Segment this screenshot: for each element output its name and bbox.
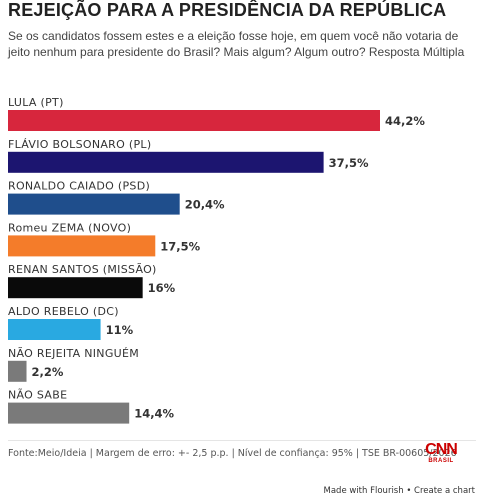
logo-main-text: CNN: [425, 441, 458, 458]
bar[interactable]: [8, 193, 180, 215]
footer-source: Fonte:Meio/Ideia | Margem de erro: +- 2,…: [8, 448, 457, 459]
chart-subtitle: Se os candidatos fossem estes e a eleiçã…: [8, 29, 465, 59]
value-label: 11%: [106, 323, 134, 337]
category-label: NÃO SABE: [8, 389, 67, 402]
value-label: 37,5%: [329, 156, 369, 170]
value-label: 2,2%: [32, 365, 64, 379]
category-label: Romeu ZEMA (NOVO): [8, 221, 131, 234]
bar[interactable]: [8, 402, 130, 424]
value-label: 44,2%: [385, 114, 425, 128]
bar[interactable]: [8, 235, 156, 257]
category-label: LULA (PT): [8, 96, 64, 109]
bar[interactable]: [8, 110, 380, 131]
value-label: 14,4%: [134, 407, 174, 421]
value-label: 16%: [148, 281, 176, 295]
footer-divider: [8, 440, 476, 441]
category-label: ALDO REBELO (DC): [8, 305, 119, 318]
bar[interactable]: [8, 319, 101, 340]
category-label: FLÁVIO BOLSONARO (PL): [8, 138, 151, 151]
category-label: NÃO REJEITA NINGUÉM: [8, 347, 139, 360]
value-label: 20,4%: [185, 198, 225, 212]
bar[interactable]: [8, 360, 27, 382]
bar-chart: LULA (PT) 44,2% FLÁVIO BOLSONARO (PL) 37,5%…: [8, 96, 425, 424]
chart-title: REJEIÇÃO PARA A PRESIDÊNCIA DA REPÚBLICA: [8, 0, 447, 20]
category-label: RONALDO CAIADO (PSD): [8, 180, 150, 193]
bar[interactable]: [8, 151, 324, 173]
logo-sub-text: BRASIL: [428, 458, 454, 464]
bar[interactable]: [8, 277, 143, 299]
cnn-brasil-logo: CNN BRASIL: [425, 441, 458, 468]
flourish-credit-link[interactable]: Made with Flourish • Create a chart: [323, 486, 476, 496]
value-label: 17,5%: [160, 239, 200, 253]
category-label: RENAN SANTOS (MISSÃO): [8, 263, 157, 276]
